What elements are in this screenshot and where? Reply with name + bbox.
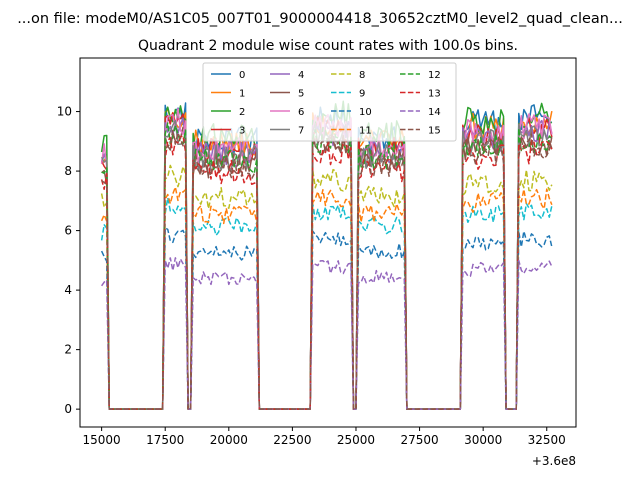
y-axis: 0 2 4 6 8 10 (57, 105, 80, 416)
series-line-11 (100, 186, 553, 410)
legend-frame (202, 62, 457, 142)
legend-label-6: 6 (298, 107, 304, 118)
chart-title: Quadrant 2 module wise count rates with … (138, 38, 518, 54)
legend-label-7: 7 (298, 126, 304, 137)
x-tick-label: 22500 (273, 433, 311, 447)
x-axis: 15000 17500 20000 22500 25000 27500 30000 32500 (83, 427, 566, 447)
x-tick-label: 20000 (210, 433, 248, 447)
legend-label-10: 10 (359, 107, 372, 118)
x-tick-label: 27500 (400, 433, 438, 447)
series-line-15 (101, 129, 553, 410)
legend-label-0: 0 (239, 70, 245, 81)
legend-label-4: 4 (298, 70, 304, 81)
y-tick-label: 8 (64, 164, 72, 178)
legend-label-15: 15 (428, 126, 441, 137)
x-tick-label: 17500 (146, 433, 184, 447)
x-tick-label: 30000 (464, 433, 502, 447)
y-tick-label: 6 (64, 224, 72, 238)
y-tick-label: 4 (64, 283, 72, 297)
y-tick-label: 2 (64, 343, 72, 357)
y-tick-label: 0 (64, 402, 72, 416)
series-line-9 (100, 197, 553, 410)
series-line-12 (101, 122, 553, 410)
x-tick-label: 25000 (337, 433, 375, 447)
x-tick-label: 32500 (528, 433, 566, 447)
series-line-10 (100, 227, 553, 410)
legend-label-8: 8 (359, 70, 365, 81)
legend-label-1: 1 (239, 89, 245, 100)
x-axis-offset-label: +3.6e8 (532, 454, 576, 468)
figure-suptitle: ...on file: modeM0/AS1C05_007T01_9000004… (17, 11, 623, 27)
legend-label-11: 11 (359, 126, 372, 137)
series-line-13 (100, 135, 553, 410)
legend-label-13: 13 (428, 89, 441, 100)
legend-label-12: 12 (428, 70, 441, 81)
series-line-8 (100, 164, 553, 410)
legend-label-2: 2 (239, 107, 245, 118)
series-line-14 (101, 257, 553, 410)
y-tick-label: 10 (57, 105, 72, 119)
legend-label-5: 5 (298, 89, 304, 100)
plot-area-frame (79, 57, 577, 428)
x-tick-label: 15000 (83, 433, 121, 447)
legend-label-9: 9 (359, 89, 365, 100)
legend-label-14: 14 (428, 107, 441, 118)
legend-label-3: 3 (239, 126, 245, 137)
